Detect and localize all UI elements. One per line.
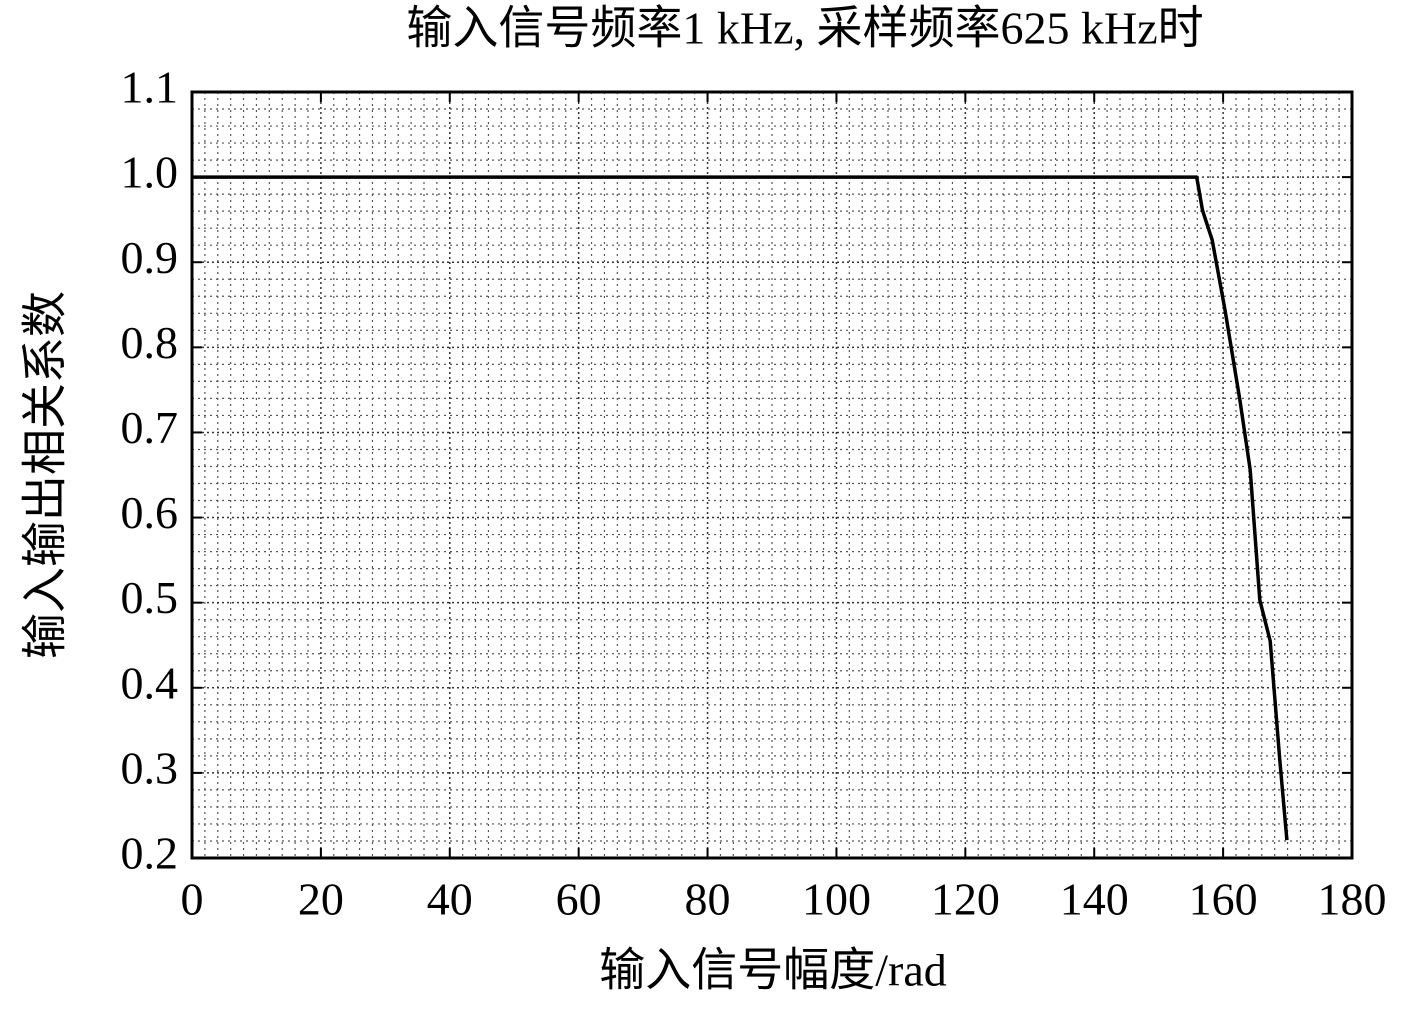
x-tick-label: 120 <box>931 874 1000 925</box>
x-tick-label: 140 <box>1060 874 1129 925</box>
y-tick-label: 1.0 <box>121 147 179 198</box>
chart-title: 输入信号频率1 kHz, 采样频率625 kHz时 <box>406 3 1203 54</box>
plot-frame <box>190 90 1354 860</box>
y-tick-label: 1.1 <box>121 62 179 113</box>
y-tick-label: 0.6 <box>121 487 179 538</box>
x-tick-label: 100 <box>802 874 871 925</box>
x-tick-label: 60 <box>556 874 602 925</box>
y-tick-label: 0.5 <box>121 572 179 623</box>
x-tick-label: 20 <box>298 874 344 925</box>
x-tick-label: 160 <box>1189 874 1258 925</box>
x-tick-label: 40 <box>427 874 473 925</box>
x-tick-label: 0 <box>181 874 204 925</box>
y-tick-label: 0.7 <box>121 402 179 453</box>
y-tick-label: 0.9 <box>121 232 179 283</box>
y-tick-label: 0.8 <box>121 317 179 368</box>
y-axis-label: 输入输出相关系数 <box>20 291 71 659</box>
x-tick-label: 180 <box>1318 874 1387 925</box>
x-axis-label: 输入信号幅度/rad <box>599 945 947 996</box>
y-tick-label: 0.3 <box>121 742 179 793</box>
y-tick-label: 0.4 <box>121 657 179 708</box>
data-line <box>192 175 1289 841</box>
x-tick-label: 80 <box>685 874 731 925</box>
y-tick-label: 0.2 <box>121 828 179 879</box>
